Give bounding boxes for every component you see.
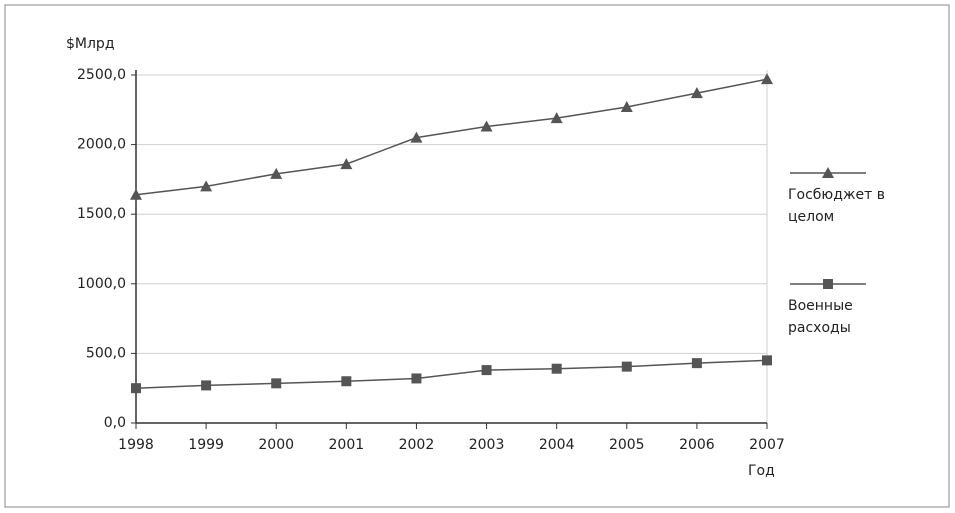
legend-label: Военные расходы [788, 298, 853, 336]
marker [270, 167, 283, 179]
marker [761, 73, 773, 85]
x-tick-label: 2007 [749, 437, 785, 453]
legend-label: Госбюджет в целом [788, 187, 885, 225]
marker [762, 355, 772, 366]
y-tick-label: 1000,0 [77, 276, 126, 292]
x-tick-label: 2001 [329, 437, 365, 453]
series-line [135, 78, 768, 196]
x-tick-label: 2000 [258, 437, 294, 453]
marker [822, 167, 834, 178]
x-tick-label: 1998 [118, 437, 154, 453]
x-tick-label: 2005 [609, 437, 645, 453]
marker [131, 383, 141, 394]
marker [130, 188, 142, 200]
marker [481, 365, 492, 376]
x-tick-label: 2002 [399, 437, 435, 453]
marker [823, 279, 833, 289]
x-tick-label: 2003 [469, 437, 505, 453]
marker [341, 376, 352, 387]
marker [201, 380, 212, 391]
marker [551, 363, 562, 374]
marker [691, 358, 702, 369]
marker [620, 101, 633, 113]
x-tick-label: 1999 [188, 437, 224, 453]
y-tick-label: 1500,0 [77, 206, 126, 222]
y-tick-label: 2000,0 [77, 137, 126, 153]
y-tick-label: 2500,0 [77, 67, 126, 83]
marker [200, 180, 213, 192]
marker [621, 361, 632, 372]
x-axis-label: Год [748, 463, 775, 479]
y-axis-label: $Млрд [66, 36, 115, 52]
marker [690, 87, 703, 99]
series-line [135, 359, 768, 389]
marker [271, 378, 282, 389]
marker [550, 112, 563, 124]
marker [411, 373, 422, 384]
marker [480, 120, 493, 132]
y-tick-label: 0,0 [104, 415, 126, 431]
y-tick-label: 500,0 [86, 345, 126, 361]
frame [4, 4, 950, 508]
x-tick-label: 2006 [679, 437, 715, 453]
x-tick-label: 2004 [539, 437, 575, 453]
marker [340, 158, 353, 170]
marker [410, 131, 423, 143]
